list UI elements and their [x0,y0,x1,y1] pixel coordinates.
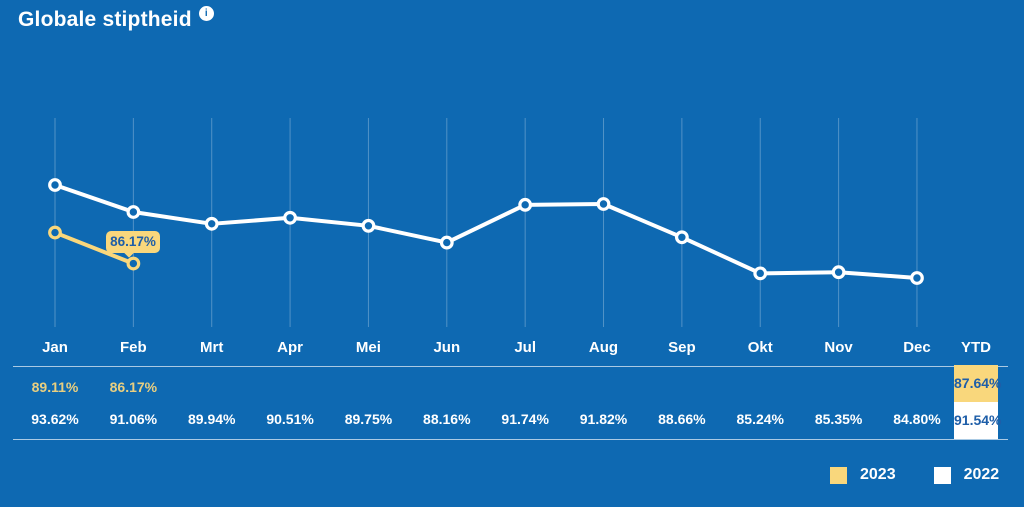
point-2022-Aug[interactable] [596,197,611,211]
monthly-table: 87.64% 91.54% Jan Feb Mrt Apr Mei Jun Jul Aug Sep O… [0,330,1024,450]
point-2022-Dec[interactable] [910,271,924,285]
tooltip-feb-2023: 86.17% [106,231,160,253]
legend-item-2023[interactable]: 2023 [830,466,896,484]
table-header-Okt: Okt [747,339,773,356]
tooltip-value: 86.17% [110,234,156,249]
cell-2022-Mrt: 89.94% [187,411,236,427]
point-2022-Jul[interactable] [518,197,533,212]
point-2022-Mei[interactable] [361,218,376,233]
point-2022-Jan[interactable] [48,178,62,192]
table-header-Sep: Sep [668,339,696,356]
point-2022-Apr[interactable] [283,210,297,225]
point-2022-Jun[interactable] [439,235,454,250]
cell-2022-Jan: 93.62% [31,411,79,427]
table-header-Aug: Aug [588,339,619,356]
table-header-Apr: Apr [277,339,303,356]
table-separator-bottom [13,439,1008,440]
cell-2023-Feb: 86.17% [109,379,158,395]
header: Globale stiptheid i [18,6,214,38]
cell-2022-Jun: 88.16% [423,411,471,427]
cell-2022-Apr: 90.51% [266,411,314,427]
table-header-Mei: Mei [355,339,381,356]
cell-2022-Feb: 91.06% [109,411,158,427]
cell-2023-Jan: 89.11% [31,379,79,395]
table-header-YTD: YTD [961,339,991,356]
cell-2022-Nov: 85.35% [814,411,863,427]
cell-2022-Mei: 89.75% [344,411,393,427]
legend-label-2023: 2023 [860,466,896,483]
table-header-Nov: Nov [824,339,853,356]
table-header-Dec: Dec [903,339,931,356]
point-2023-Jan[interactable] [48,225,62,240]
line-2023 [53,230,136,266]
ytd-cell-2023: 87.64% [954,365,1001,402]
table-header-Jun: Jun [433,339,461,356]
table-header-Feb: Feb [120,339,147,356]
legend-label-2022: 2022 [963,466,1000,483]
point-2022-Nov[interactable] [831,265,846,280]
cell-2022-Sep: 88.66% [658,411,706,427]
legend-item-2022[interactable]: 2022 [933,466,1000,484]
line-chart-canvas[interactable] [0,0,1024,340]
punctuality-chart[interactable]: 86.17% [0,0,1024,340]
table-separator-top [13,366,1008,367]
cell-2022-Aug: 91.82% [579,411,628,427]
table-header-Jan: Jan [42,339,68,356]
table-header-Jul: Jul [514,339,536,356]
point-2023-Feb[interactable] [126,256,141,271]
cell-2022-Dec: 84.80% [893,411,941,427]
info-icon[interactable]: i [198,6,214,21]
page-title: Globale stiptheid [18,8,192,31]
legend-swatch-2023-icon [830,466,847,484]
cell-2022-Okt: 85.24% [736,411,784,427]
legend: 2023 2022 [830,466,999,484]
table-header-Mrt: Mrt [200,339,224,356]
point-2022-Mrt[interactable] [204,216,219,231]
ytd-cell-2022: 91.54% [954,402,1001,439]
point-2022-Okt[interactable] [753,266,768,281]
cell-2022-Jul: 91.74% [501,411,549,427]
point-2022-Sep[interactable] [674,230,689,245]
legend-swatch-2022-icon [933,466,951,484]
point-2022-Feb[interactable] [126,205,141,219]
line-2022 [53,183,919,280]
